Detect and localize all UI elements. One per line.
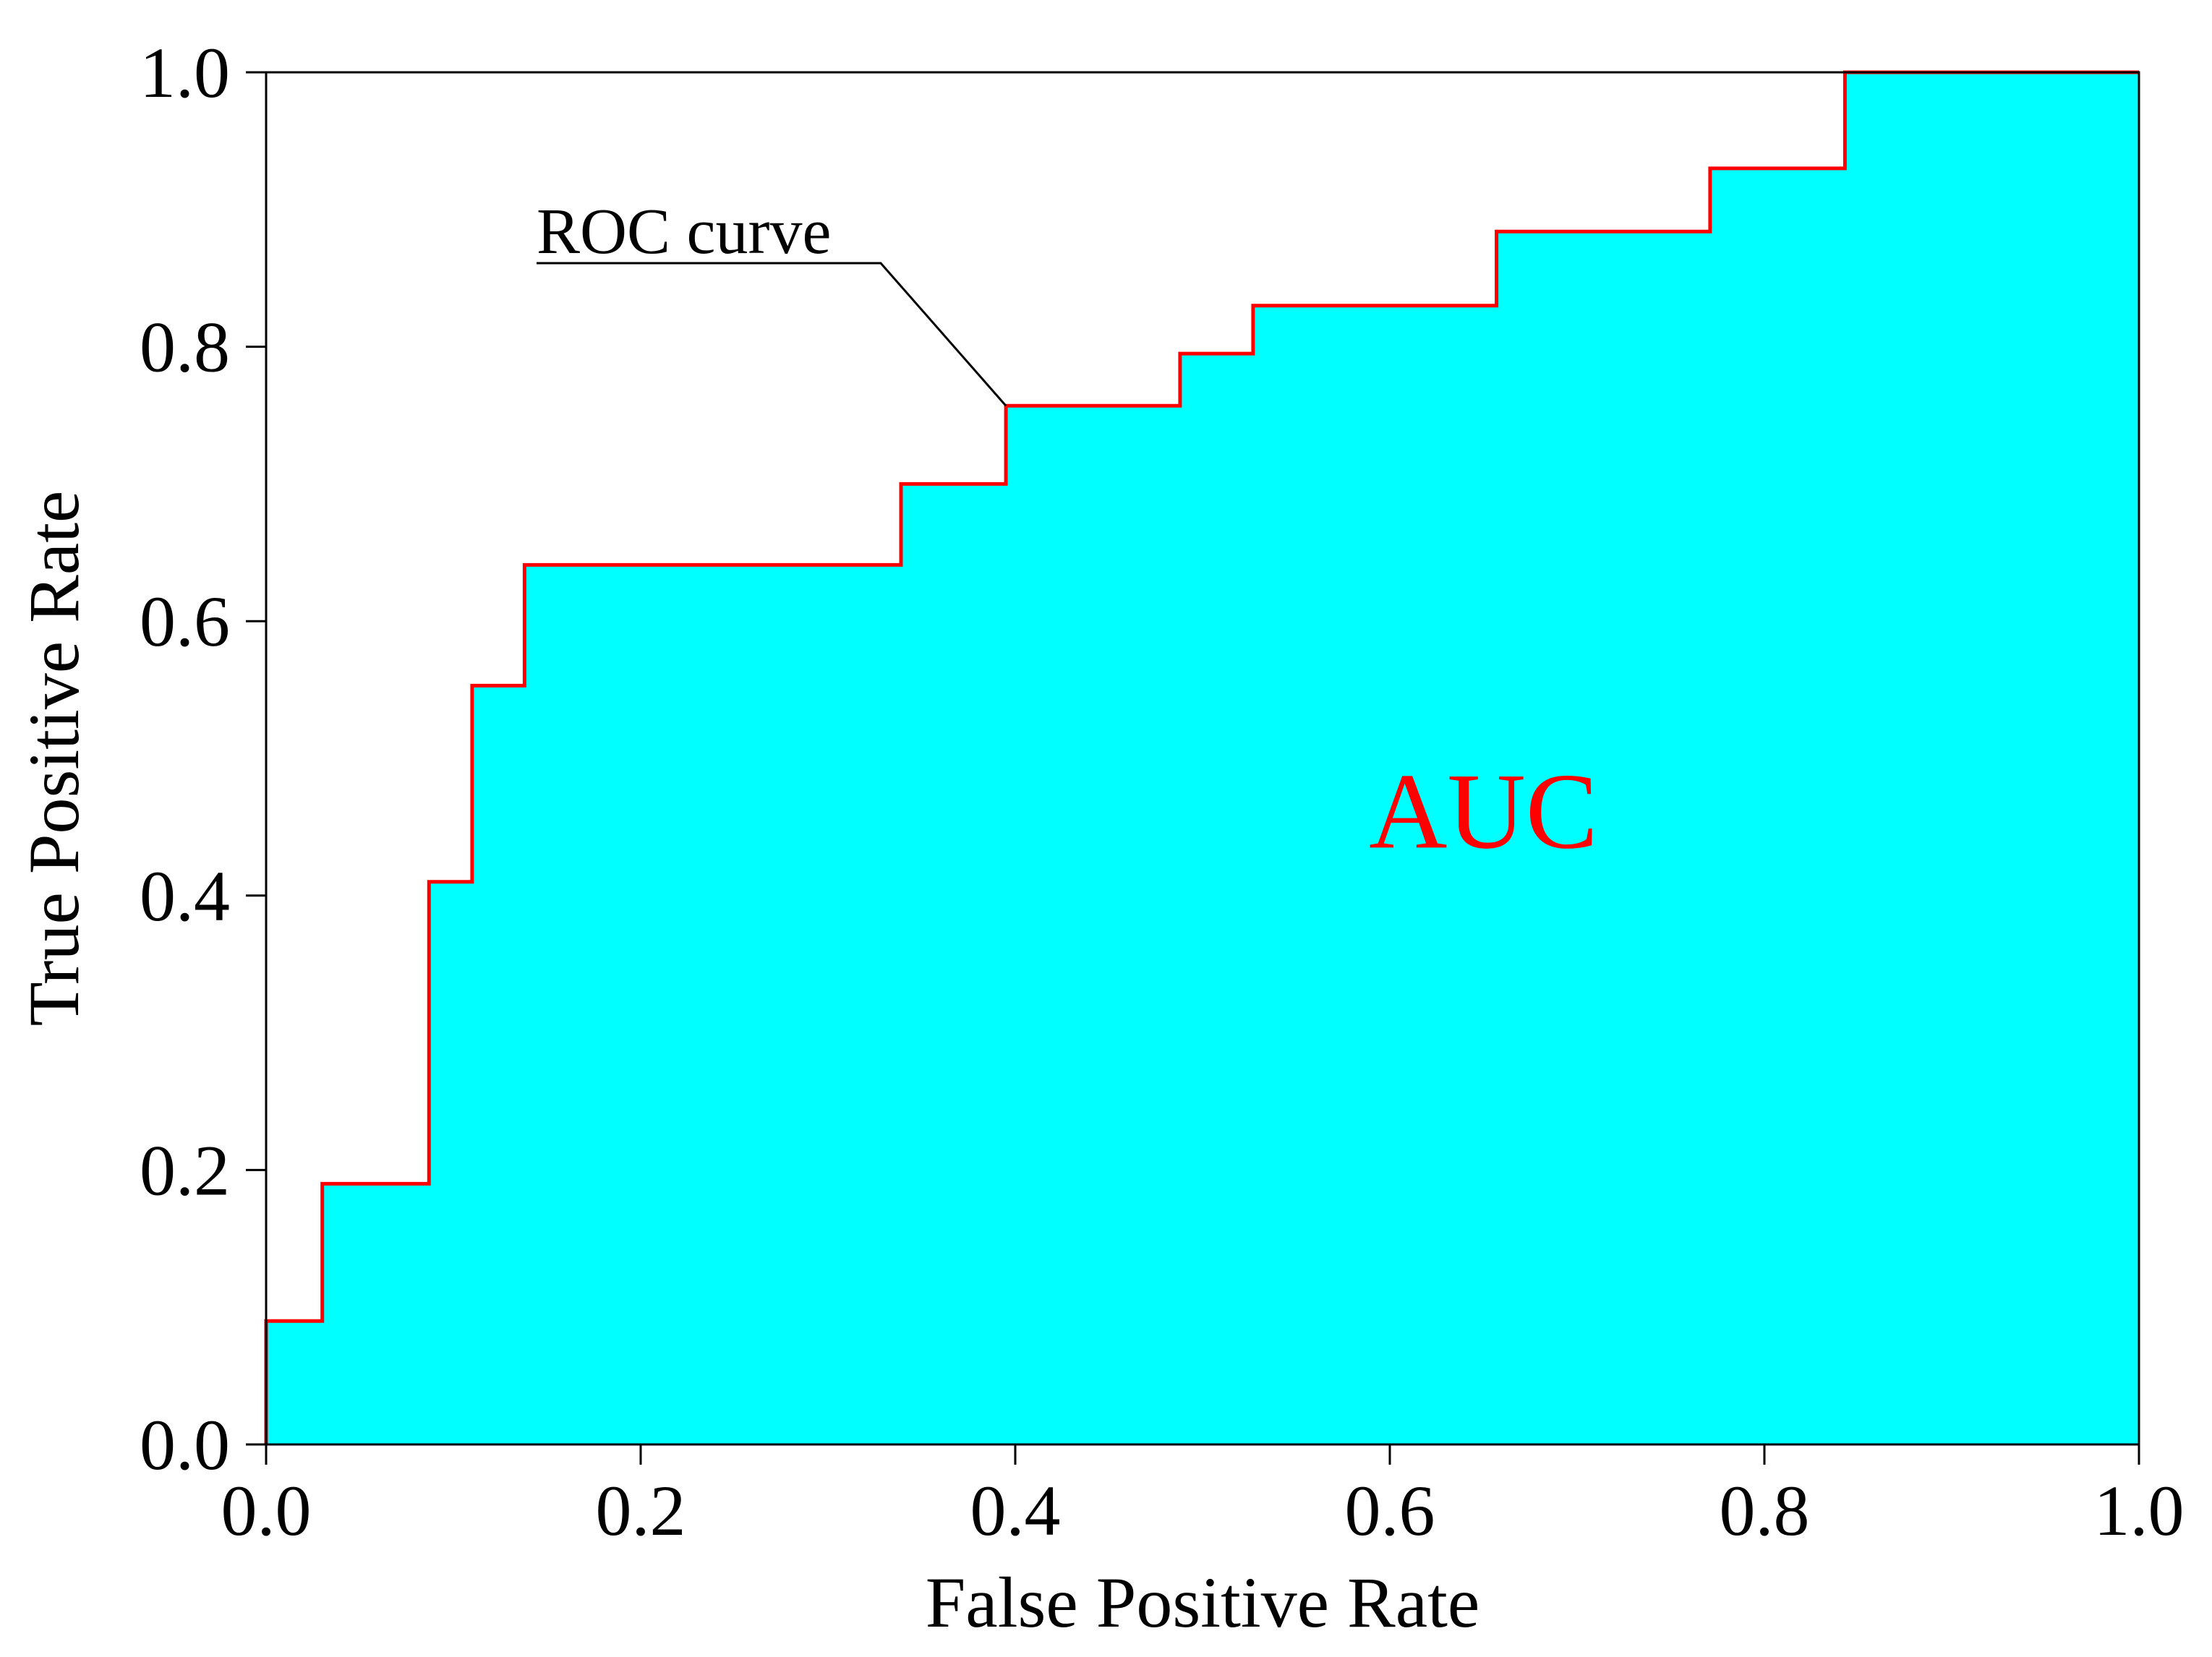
auc-area xyxy=(266,72,2139,1444)
roc-curve-line xyxy=(264,70,2139,1444)
x-tick-label: 0.8 xyxy=(1720,1470,1810,1551)
x-tick-label: 0.2 xyxy=(596,1470,686,1551)
x-tick-label: 0.0 xyxy=(221,1470,312,1551)
roc-annotation-leader xyxy=(537,262,1007,407)
label-layer: False Positive Rate True Positive Rate R… xyxy=(14,196,1598,1643)
plot-frame-layer xyxy=(265,71,2140,1446)
auc-area-layer xyxy=(266,72,2139,1444)
annotation-leader-layer xyxy=(537,262,1007,407)
y-tick-label: 0.8 xyxy=(140,307,230,388)
plot-frame xyxy=(265,71,2140,1446)
auc-annotation: AUC xyxy=(1369,751,1598,871)
x-tick-label: 0.4 xyxy=(970,1470,1061,1551)
roc-curve-layer xyxy=(264,70,2139,1444)
y-tick-label: 0.6 xyxy=(140,581,230,661)
y-tick-label: 0.2 xyxy=(140,1130,230,1210)
x-tick-label: 1.0 xyxy=(2094,1470,2185,1551)
y-tick-label: 0.4 xyxy=(140,856,230,936)
y-tick-label: 1.0 xyxy=(140,33,230,113)
roc-curve-annotation: ROC curve xyxy=(537,196,831,267)
x-axis-title: False Positive Rate xyxy=(926,1562,1480,1643)
y-axis-title: True Positive Rate xyxy=(14,491,94,1027)
y-tick-label: 0.0 xyxy=(140,1405,230,1485)
tick-layer: 0.0 0.2 0.4 0.6 0.8 1.0 0.0 0.2 0.4 0.6 0.8 1.0 xyxy=(140,33,2185,1551)
x-tick-label: 0.6 xyxy=(1345,1470,1435,1551)
